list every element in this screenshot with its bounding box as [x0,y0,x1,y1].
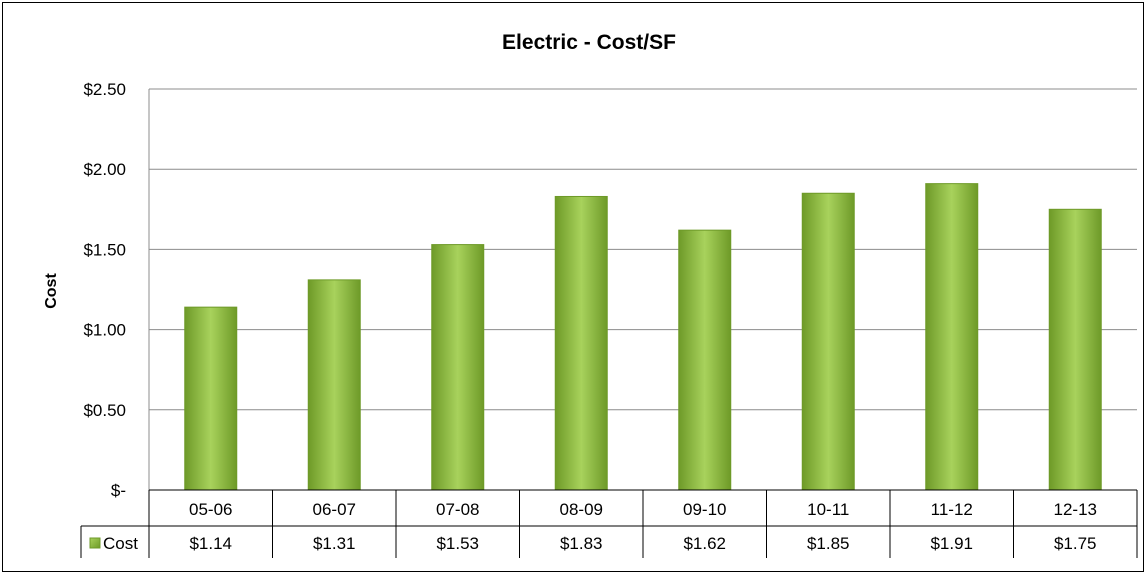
data-table-value: $1.53 [436,534,479,553]
data-table-value: $1.31 [313,534,356,553]
x-tick-label: 08-09 [560,500,603,519]
bar-chart: Electric - Cost/SF Cost $- $0.50 $1.00 $1.5… [43,31,1138,558]
x-tick-label: 07-08 [436,500,479,519]
data-table-value: $1.14 [189,534,232,553]
chart-title: Electric - Cost/SF [502,31,676,54]
bars [184,183,1102,491]
x-tick-label: 09-10 [683,500,726,519]
bar [1048,208,1102,491]
y-tick-label: $- [111,481,126,500]
y-axis-label: Cost [43,273,60,309]
gridlines [148,88,1137,491]
data-table: 05-06 06-07 07-08 08-09 09-10 10-11 11-12 12-13… [80,489,1138,558]
legend-swatch [89,537,101,549]
legend-label: Cost [103,534,138,553]
x-tick-label: 11-12 [931,500,973,519]
bar [678,229,732,491]
data-table-value: $1.91 [930,534,973,553]
x-tick-label: 10-11 [807,500,849,519]
x-tick-label: 06-07 [313,500,356,519]
bar [184,306,238,491]
y-axis-ticks: $- $0.50 $1.00 $1.50 $2.00 $2.50 [83,80,126,500]
data-table-value: $1.85 [807,534,850,553]
bar [554,195,608,491]
bar [431,244,485,491]
bar [925,183,979,491]
data-table-value: $1.83 [560,534,603,553]
bar [801,192,855,491]
x-tick-label: 12-13 [1054,500,1097,519]
bar [307,279,361,491]
y-tick-label: $1.00 [83,321,126,340]
y-tick-label: $0.50 [83,401,126,420]
x-tick-label: 05-06 [189,500,232,519]
y-tick-label: $2.00 [83,160,126,179]
data-table-value: $1.62 [683,534,726,553]
y-tick-label: $2.50 [83,80,126,99]
y-tick-label: $1.50 [83,240,126,259]
data-table-value: $1.75 [1054,534,1097,553]
